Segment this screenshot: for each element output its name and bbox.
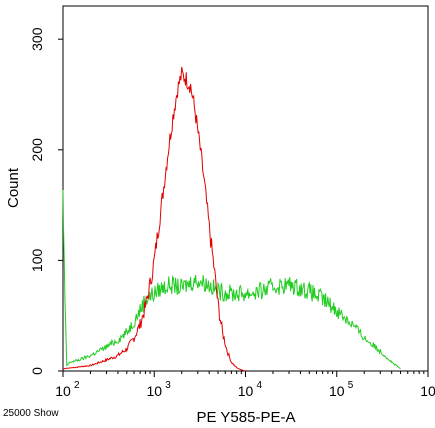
x-tick-label: 10 [420,383,435,399]
y-axis-label: Count [5,167,22,208]
series-layer [62,66,401,372]
x-tick-label: 10 [329,383,345,399]
y-tick-label: 0 [29,367,45,375]
y-tick-label: 300 [29,27,45,51]
footnote-text: 25000 Show [3,408,59,419]
series-line-0 [62,66,246,372]
x-axis: 10 2 10 3 10 4 10 5 10 [55,371,435,399]
x-tick-label: 10 [146,383,162,399]
plot-frame [62,5,429,372]
x-tick-exponent: 2 [74,380,80,391]
x-tick-exponent: 3 [165,380,171,391]
x-tick-exponent: 5 [348,380,354,391]
y-tick-label: 200 [29,138,45,162]
x-tick-label: 10 [238,383,254,399]
x-axis-label: PE Y585-PE-A [197,409,296,426]
x-tick-label: 10 [55,383,71,399]
y-axis: 0 100 200 300 [29,27,63,375]
series-line-1 [62,189,401,370]
y-tick-label: 100 [29,249,45,273]
x-tick-exponent: 4 [257,380,263,391]
